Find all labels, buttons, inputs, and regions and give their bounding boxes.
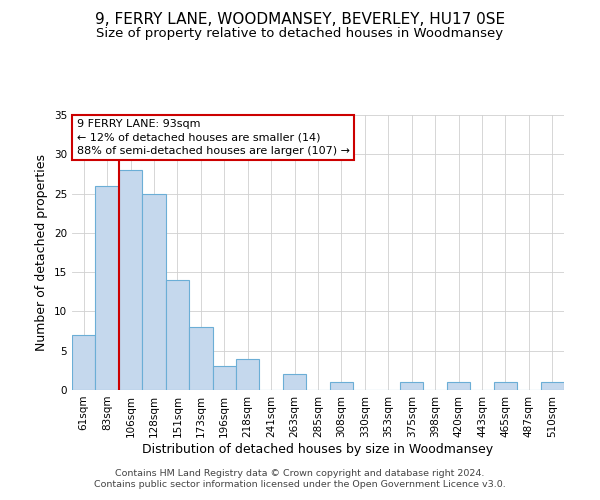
Text: 9 FERRY LANE: 93sqm
← 12% of detached houses are smaller (14)
88% of semi-detach: 9 FERRY LANE: 93sqm ← 12% of detached ho… xyxy=(77,119,350,156)
Bar xyxy=(95,186,119,390)
Text: Contains public sector information licensed under the Open Government Licence v3: Contains public sector information licen… xyxy=(94,480,506,489)
Bar xyxy=(330,382,353,390)
Bar xyxy=(119,170,142,390)
Text: 9, FERRY LANE, WOODMANSEY, BEVERLEY, HU17 0SE: 9, FERRY LANE, WOODMANSEY, BEVERLEY, HU1… xyxy=(95,12,505,28)
Bar xyxy=(541,382,564,390)
Bar xyxy=(189,327,212,390)
Text: Contains HM Land Registry data © Crown copyright and database right 2024.: Contains HM Land Registry data © Crown c… xyxy=(115,468,485,477)
Bar xyxy=(447,382,470,390)
Bar xyxy=(166,280,189,390)
Bar xyxy=(142,194,166,390)
X-axis label: Distribution of detached houses by size in Woodmansey: Distribution of detached houses by size … xyxy=(142,442,494,456)
Bar xyxy=(236,358,259,390)
Bar xyxy=(72,335,95,390)
Y-axis label: Number of detached properties: Number of detached properties xyxy=(35,154,49,351)
Bar xyxy=(283,374,306,390)
Bar xyxy=(494,382,517,390)
Bar xyxy=(212,366,236,390)
Text: Size of property relative to detached houses in Woodmansey: Size of property relative to detached ho… xyxy=(97,28,503,40)
Bar xyxy=(400,382,424,390)
